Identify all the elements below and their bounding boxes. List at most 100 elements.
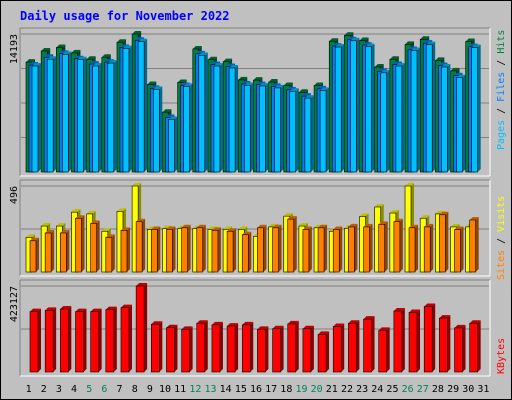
y-max-label: 14193 [9,34,20,64]
bar-top [298,223,308,227]
x-tick-label: 26 [402,384,414,395]
bar-top [116,39,126,43]
bar-top [210,61,220,65]
bar-top [298,89,308,93]
bar-top [60,229,70,233]
bar-top [465,38,475,42]
bar-pages-day-17 [274,87,281,173]
bar-kbytes-day-30 [469,322,478,373]
bar-top [259,82,269,86]
bar-side [386,327,390,372]
bar-top [411,47,421,51]
bar-top [272,325,284,329]
bar-side [310,325,314,372]
bar-side [445,211,449,272]
legend-mid: Sites / Visits [496,196,507,280]
bar-top [90,308,102,312]
bar-side [189,83,193,172]
bar-kbytes-day-22 [348,322,357,373]
x-tick-label: 18 [280,384,292,395]
bar-sites-day-25 [393,221,401,273]
bar-kbytes-day-12 [196,322,206,373]
bar-top [132,31,142,34]
bar-side [295,88,299,172]
bar-top [257,326,269,330]
x-tick-label: 1 [26,384,32,395]
bar-top [302,226,312,230]
bar-side [98,63,102,173]
bar-top [469,320,481,324]
bar-side [159,321,163,372]
bar-pages-day-8 [137,41,145,173]
bar-top [335,44,345,48]
bar-top [105,306,117,310]
bar-top [363,316,375,320]
bar-side [159,86,163,172]
bar-side [51,229,55,272]
bar-side [369,223,373,272]
bar-top [320,87,330,91]
bar-sites-day-9 [150,229,158,273]
bar-top [211,227,221,231]
bar-pages-day-22 [350,40,357,173]
bar-top [151,321,163,325]
bar-sites-day-27 [423,226,431,273]
bar-top [181,224,191,228]
bar-side [326,87,330,172]
bar-side [263,224,267,272]
bar-top [120,227,130,231]
bar-top [359,37,369,41]
bar-top [365,43,375,47]
bar-side [98,308,102,372]
bar-side [36,237,39,272]
bar-side [53,56,57,172]
bar-side [341,323,345,372]
bar-top [238,76,248,80]
bar-top [41,223,51,227]
bar-sites-day-5 [90,223,97,273]
bar-top [380,69,390,73]
panel-kbytes: 423127 [9,279,491,377]
bar-pages-day-1 [31,65,39,173]
x-tick-label: 4 [71,384,77,395]
bar-kbytes-day-8 [135,285,145,373]
bar-top [318,224,328,228]
bar-top [75,308,87,312]
bar-sites-day-28 [439,214,446,273]
bar-top [86,210,96,214]
bar-side [432,41,436,172]
bar-top [389,56,399,60]
bar-top [71,49,81,53]
bar-side [174,324,178,372]
bar-top [471,44,481,48]
bar-sites-day-19 [302,229,310,273]
legend-entry: KBytes [496,338,507,374]
bar-side [356,320,360,372]
x-tick-label: 15 [235,384,247,395]
bar-side [401,63,405,173]
bar-top [348,320,360,324]
legend-entry: Sites [496,250,507,280]
bar-pages-day-14 [228,67,236,173]
bar-top [287,320,299,324]
bar-side [202,224,206,272]
bar-side [83,56,87,172]
bar-side [384,221,388,272]
bar-top [229,64,239,68]
x-tick-label: 21 [326,384,338,395]
bar-top [238,226,248,230]
bar-top [333,323,345,327]
x-tick-label: 28 [432,384,444,395]
bar-pages-day-23 [365,46,372,173]
bar-kbytes-day-23 [363,318,372,373]
bar-side [475,216,479,272]
bar-top [196,320,208,324]
x-tick-label: 30 [462,384,474,395]
bar-side [477,320,481,372]
bar-side [308,226,312,272]
bar-pages-day-3 [62,54,69,173]
bar-top [450,223,460,227]
bar-side [462,74,466,172]
bar-kbytes-day-17 [272,328,281,373]
